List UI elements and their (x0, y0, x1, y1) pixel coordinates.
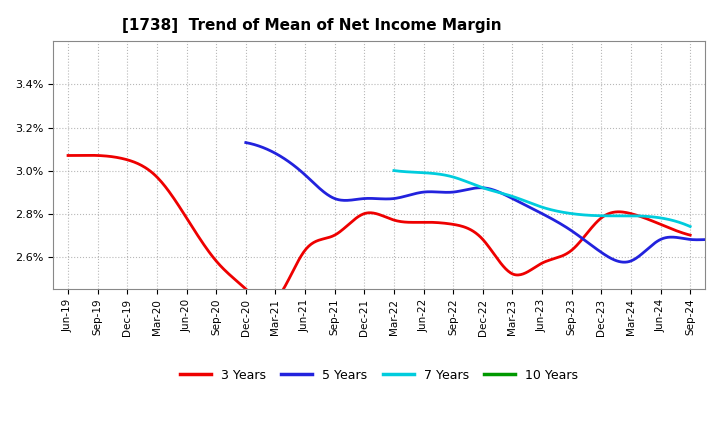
3 Years (576, 238, 585, 244)
7 Years (531, 202, 539, 207)
Text: [1738]  Trend of Mean of Net Income Margin: [1738] Trend of Mean of Net Income Margi… (122, 18, 502, 33)
Line: 3 Years: 3 Years (68, 155, 690, 303)
3 Years (673, 229, 682, 234)
5 Years (498, 191, 507, 196)
3 Years (366, 210, 374, 216)
Legend: 3 Years, 5 Years, 7 Years, 10 Years: 3 Years, 5 Years, 7 Years, 10 Years (175, 364, 583, 387)
7 Years (550, 208, 559, 213)
Line: 7 Years: 7 Years (394, 171, 690, 227)
5 Years (495, 190, 503, 195)
3 Years (82, 153, 91, 158)
7 Years (532, 202, 541, 208)
7 Years (679, 221, 688, 226)
7 Years (686, 224, 695, 229)
Line: 5 Years: 5 Years (246, 143, 720, 262)
3 Years (264, 301, 272, 306)
5 Years (241, 140, 250, 145)
3 Years (403, 220, 412, 225)
5 Years (559, 223, 567, 228)
5 Years (620, 260, 629, 265)
3 Years (436, 220, 445, 226)
7 Years (566, 211, 575, 216)
5 Years (680, 236, 688, 241)
7 Years (390, 168, 398, 173)
3 Years (63, 153, 72, 158)
5 Years (530, 207, 539, 212)
7 Years (632, 213, 641, 219)
3 Years (686, 232, 695, 238)
3 Years (361, 210, 370, 216)
